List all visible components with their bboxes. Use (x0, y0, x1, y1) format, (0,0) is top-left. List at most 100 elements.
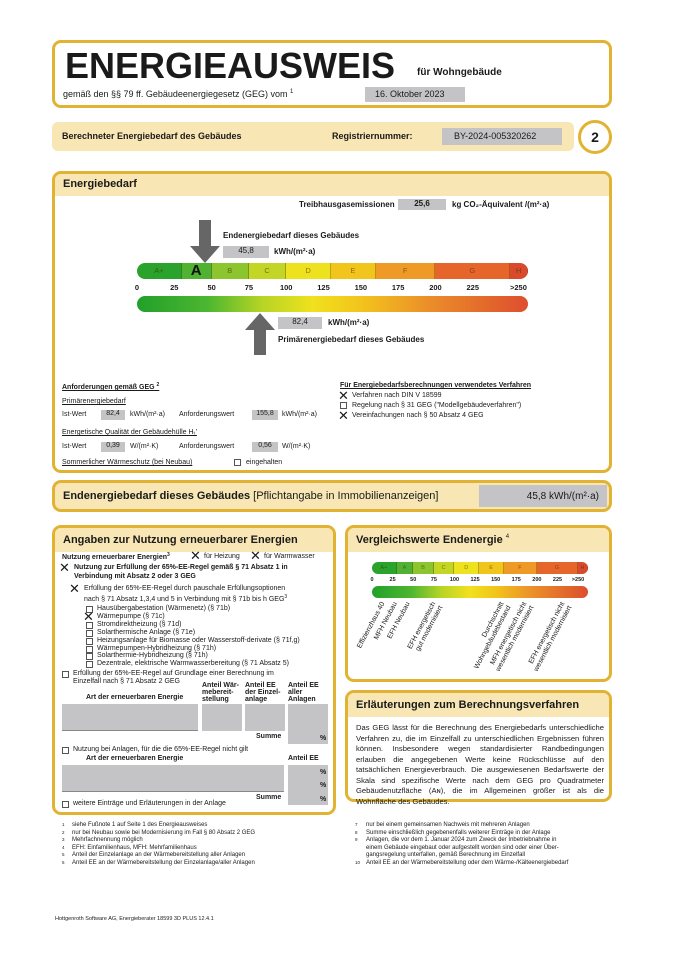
table-cell[interactable] (62, 765, 284, 792)
energiebedarf-section: Energiebedarf (52, 171, 612, 473)
unit: kWh/(m²·a) (282, 411, 317, 418)
energy-class-B: B (211, 263, 249, 279)
end-energy-unit: kWh/(m²·a) (274, 247, 316, 256)
end-energy-summary-label: Endenergiebedarf dieses Gebäudes [Pflich… (63, 490, 438, 502)
method-checkbox-checked[interactable]: ✕ (338, 388, 349, 403)
percent: % (320, 769, 327, 776)
option-checkbox[interactable] (86, 637, 93, 645)
option-checkbox[interactable] (86, 629, 93, 637)
method-title: Für Energiebedarfsberechnungen verwendet… (340, 382, 532, 389)
method-label: Verfahren nach DIN V 18599 (352, 392, 442, 399)
table-cell[interactable] (62, 704, 198, 731)
scale-tick-label: 50 (410, 577, 417, 583)
energy-class-G: G (435, 263, 511, 279)
flat-rate-option-checkbox-checked[interactable]: ✕ (69, 581, 80, 596)
ee-rule-checkbox-checked[interactable]: ✕ (59, 560, 70, 575)
scale-tick-label: 175 (391, 283, 405, 292)
heating-checkbox-checked[interactable]: ✕ (190, 548, 201, 563)
hull-requirement-value: 0,56 (252, 442, 278, 452)
footnote-ref: 2 (156, 382, 160, 388)
col-energy-type: Art der erneuerbaren Energie (86, 694, 184, 701)
footnote-text: nur bei Neubau sowie bei Modernisierung … (72, 829, 256, 836)
not-applicable-checkbox[interactable] (62, 747, 69, 754)
percent: % (320, 735, 327, 742)
primary-requirement-value: 155,8 (252, 410, 278, 420)
energy-class-G: G (536, 562, 579, 574)
primary-energy-scale (137, 296, 528, 312)
table-cell[interactable] (202, 704, 242, 731)
footnote-number: 2 (62, 829, 65, 835)
unit: W/(m²·K) (282, 443, 311, 450)
option-label: Hausübergabestation (Wärmenetz) (§ 71b) (97, 605, 231, 612)
footnote-text: Anteil EE an der Wärmebereitstellung der… (72, 859, 255, 866)
scale-tick-label: >250 (571, 577, 585, 583)
comparison-title-text: Vergleichswerte Endenergie (356, 534, 503, 546)
energy-class-H: H (578, 562, 588, 574)
table-cell[interactable] (288, 765, 328, 805)
header-box: ENERGIEAUSWEIS für Wohngebäude gemäß den… (52, 40, 612, 108)
energy-class-H: H (510, 263, 528, 279)
individual-calc-checkbox[interactable] (62, 671, 69, 678)
option-label: Wärmepumpe (§ 71c) (97, 612, 165, 620)
end-energy-arrow-icon (190, 220, 221, 263)
option-label: Heizungsanlage für Biomasse oder Wassers… (97, 636, 300, 644)
scale-tick-label: 200 (429, 283, 442, 292)
footnote-ref: 4 (505, 534, 510, 541)
footnote-number: 9 (355, 837, 358, 842)
option-checkbox[interactable] (86, 645, 93, 653)
software-footer: Hottgenroth Software AG, Energieberater … (55, 916, 214, 922)
renewable-use-text: Nutzung erneuerbarer Energien (62, 554, 168, 562)
footnote-text: Mehrfachnennung möglich (72, 837, 143, 843)
scale-tick-label: >250 (510, 283, 527, 292)
ghg-value: 25,6 (398, 199, 446, 210)
explanation-text: Das GEG lässt für die Berechnung des Ene… (356, 723, 604, 806)
method-checkbox-checked[interactable]: ✕ (338, 408, 349, 423)
registration-number: BY-2024-005320262 (442, 128, 562, 145)
scale-tick-label: 125 (470, 577, 480, 583)
footnote-number: 5 (62, 852, 65, 857)
summer-protection-checkbox[interactable] (234, 459, 241, 466)
footnote-text: nur bei einem gemeinsamen Nachweis mit m… (366, 822, 530, 828)
option-label: Solarthermische Anlage (§ 71e) (97, 628, 196, 636)
further-entries-checkbox[interactable] (62, 801, 69, 808)
table-cell[interactable] (288, 704, 328, 744)
law-reference: gemäß den §§ 79 ff. Gebäudeenergiegesetz… (63, 89, 293, 99)
renewable-use-label: Nutzung erneuerbarer Energien3 (62, 552, 170, 561)
comparison-class-scale: A+ A B C D E F G H (372, 562, 588, 574)
option-checkbox-checked[interactable]: ✕ (83, 608, 94, 624)
energy-class-A+: A+ (137, 263, 182, 279)
scale-tick-label: 225 (552, 577, 563, 583)
scale-tick-label: 0 (370, 577, 374, 583)
subheader-bar: Berechneter Energiebedarf des Gebäudes R… (52, 122, 574, 151)
explanation-title: Erläuterungen zum Berechnungsverfahren (348, 693, 609, 717)
requirement-label: Anforderungswert (179, 411, 235, 418)
method-label: Vereinfachungen nach § 50 Absatz 4 GEG (352, 412, 484, 419)
primary-energy-arrow-icon (244, 313, 275, 355)
summary-label-text: Endenergiebedarf dieses Gebäudes (63, 490, 251, 502)
footnote-ref: 3 (284, 594, 288, 600)
actual-label: Ist-Wert (62, 411, 87, 418)
option-checkbox[interactable] (86, 621, 93, 629)
hot-water-checkbox-checked[interactable]: ✕ (250, 548, 261, 563)
end-energy-summary-value: 45,8 kWh/(m²·a) (479, 485, 607, 507)
option-checkbox[interactable] (86, 606, 93, 613)
scale-tick-label: 75 (244, 283, 254, 292)
scale-tick-label: 100 (279, 283, 293, 292)
percent: % (320, 782, 327, 789)
table-cell[interactable] (245, 704, 285, 731)
option-label: Solarthermie-Hybridheizung (§ 71h) (97, 652, 208, 660)
footnote-text: Anteil EE an der Wärmebereitstellung ode… (366, 859, 569, 866)
requirement-label: Anforderungswert (179, 443, 235, 450)
hull-quality-title: Energetische Qualität der Gebäudehülle H… (62, 429, 197, 436)
summer-protection-checkbox-label: eingehalten (246, 459, 283, 466)
option-checkbox[interactable] (86, 653, 93, 661)
scale-tick-label: 0 (134, 283, 140, 292)
energy-class-D: D (286, 263, 331, 279)
footnote-text: Anteil der Einzelanlage an der Wärmebere… (72, 852, 246, 858)
footnote-text: Summe einschließlich gegebenenfalls weit… (366, 829, 551, 836)
law-text: gemäß den §§ 79 ff. Gebäudeenergiegesetz… (63, 89, 288, 99)
primary-actual-value: 82,4 (101, 410, 125, 420)
method-checkbox[interactable] (340, 402, 347, 409)
option-checkbox[interactable] (86, 661, 93, 669)
energy-class-A: A (181, 263, 212, 279)
